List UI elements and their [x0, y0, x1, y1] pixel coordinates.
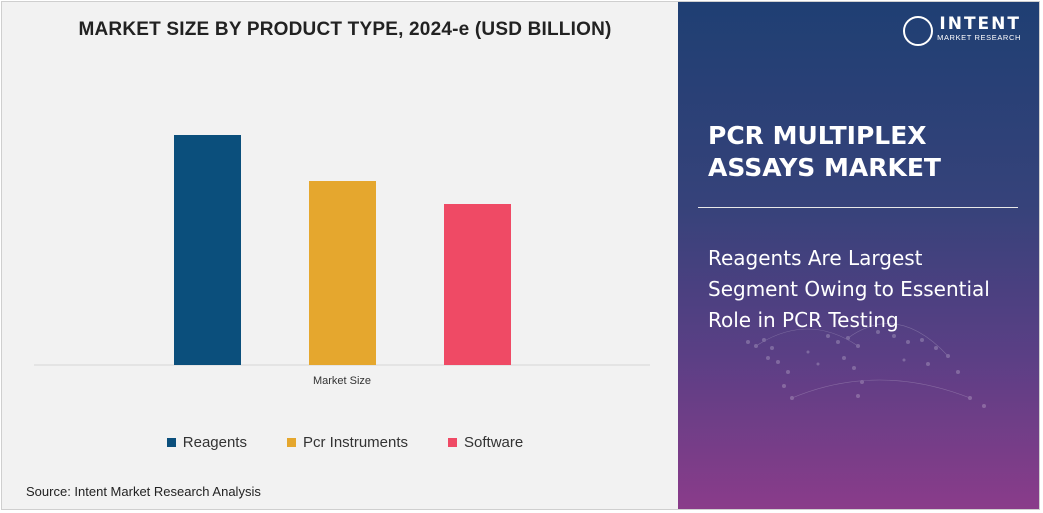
- divider: [698, 207, 1018, 208]
- logo-sub-text: MARKET RESEARCH: [937, 33, 1021, 42]
- chart-panel: MARKET SIZE BY PRODUCT TYPE, 2024-e (USD…: [2, 2, 678, 509]
- legend-swatch: [448, 438, 458, 447]
- legend-item: Reagents: [166, 434, 247, 451]
- legend-label: Pcr Instruments: [302, 434, 409, 451]
- key-insight: Reagents Are Largest Segment Owing to Es…: [708, 246, 990, 332]
- legend-item: Software: [448, 434, 523, 451]
- bar-pcr-instruments: [309, 181, 376, 365]
- legend-label: Software: [464, 434, 524, 451]
- market-title: PCR MULTIPLEX ASSAYS MARKET: [708, 121, 941, 182]
- bar-chart: Market Size: [34, 135, 650, 387]
- chart-title: MARKET SIZE BY PRODUCT TYPE, 2024-e (USD…: [78, 19, 612, 40]
- legend-swatch: [286, 438, 296, 447]
- legend-label: Reagents: [182, 434, 247, 451]
- chart-legend: Reagents Pcr Instruments Software: [2, 434, 688, 451]
- bar-software: [444, 204, 511, 365]
- world-map-graphic: [746, 323, 986, 408]
- legend-item: Pcr Instruments: [286, 434, 409, 451]
- x-tick-label: Market Size: [313, 375, 371, 387]
- logo-main-text: INTENT: [939, 14, 1021, 34]
- bar-reagents: [174, 135, 241, 365]
- summary-panel: INTENT MARKET RESEARCH PCR MULTIPLEX ASS…: [678, 2, 1039, 509]
- source-note: Source: Intent Market Research Analysis: [26, 484, 261, 499]
- logo-signal-icon: [903, 16, 934, 46]
- legend-swatch: [166, 438, 176, 447]
- company-logo: INTENT MARKET RESEARCH: [903, 14, 1021, 46]
